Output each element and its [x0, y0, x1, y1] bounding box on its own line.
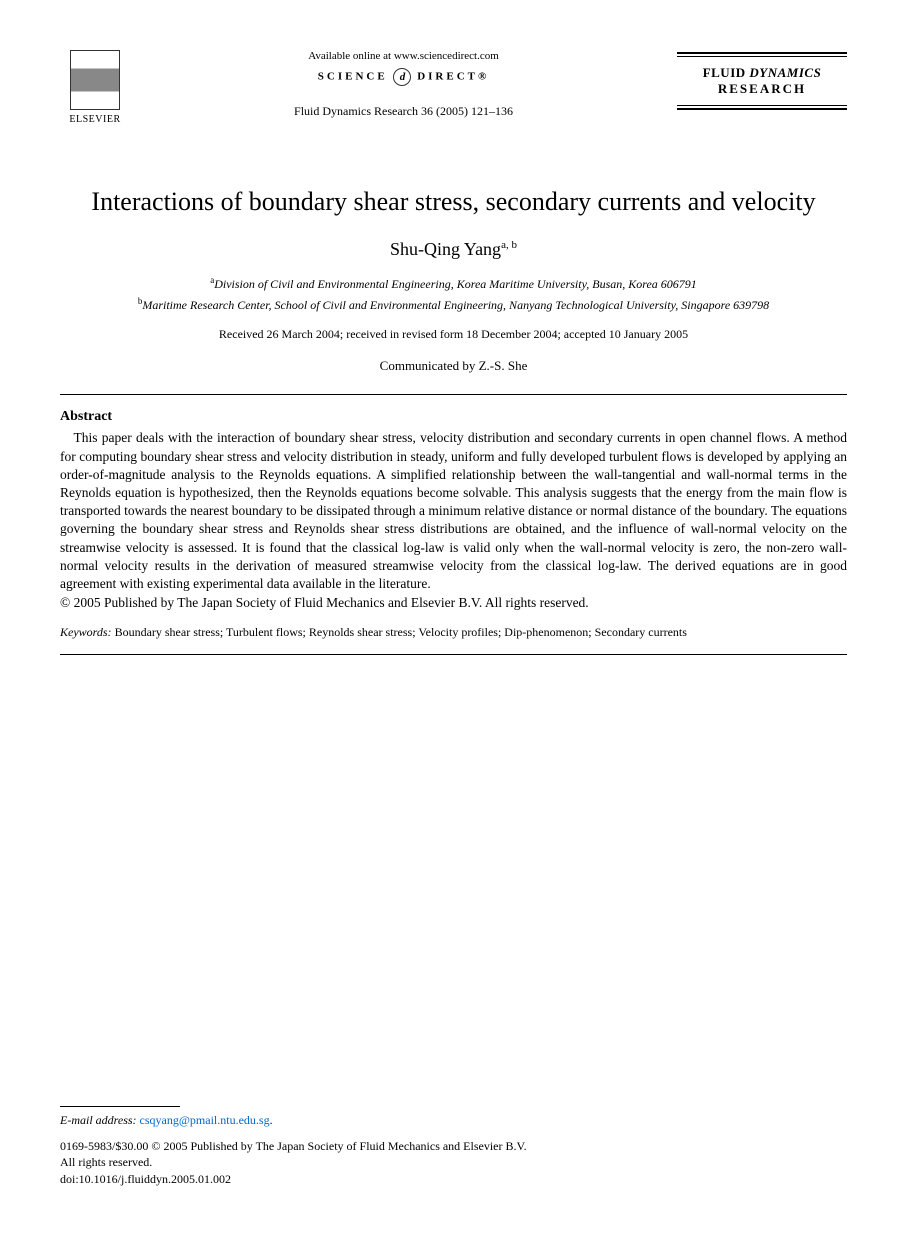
rule-top-1	[677, 52, 847, 54]
rule-bot-1	[677, 105, 847, 106]
keywords-line: Keywords: Boundary shear stress; Turbule…	[60, 625, 847, 640]
sd-at-icon: d	[393, 68, 411, 86]
rights-line: All rights reserved.	[60, 1154, 847, 1171]
affiliation-a: aDivision of Civil and Environmental Eng…	[60, 274, 847, 293]
sd-left: SCIENCE	[318, 71, 388, 83]
center-header: Available online at www.sciencedirect.co…	[130, 50, 677, 119]
available-online-text: Available online at www.sciencedirect.co…	[150, 50, 657, 62]
affiliation-b: bMaritime Research Center, School of Civ…	[60, 295, 847, 314]
rule-above-abstract	[60, 394, 847, 395]
rule-below-keywords	[60, 654, 847, 655]
footnote-rule	[60, 1106, 180, 1107]
rule-top-2	[677, 56, 847, 57]
email-link[interactable]: csqyang@pmail.ntu.edu.sg	[140, 1113, 270, 1127]
footer-block: E-mail address: csqyang@pmail.ntu.edu.sg…	[60, 1106, 847, 1188]
sd-right: DIRECT®	[417, 71, 489, 83]
article-title: Interactions of boundary shear stress, s…	[60, 185, 847, 219]
author-name: Shu-Qing Yanga, b	[60, 239, 847, 260]
header-row: ELSEVIER Available online at www.science…	[60, 50, 847, 125]
rule-bot-2	[677, 108, 847, 110]
keywords-text: Boundary shear stress; Turbulent flows; …	[115, 625, 687, 639]
communicated-by: Communicated by Z.-S. She	[60, 358, 847, 374]
abstract-copyright: © 2005 Published by The Japan Society of…	[60, 595, 847, 611]
journal-reference: Fluid Dynamics Research 36 (2005) 121–13…	[150, 104, 657, 119]
abstract-body: This paper deals with the interaction of…	[60, 429, 847, 593]
journal-name-line1: FLUID DYNAMICS	[677, 65, 847, 81]
footer-info: 0169-5983/$30.00 © 2005 Published by The…	[60, 1138, 847, 1188]
email-label: E-mail address:	[60, 1113, 137, 1127]
article-dates: Received 26 March 2004; received in revi…	[60, 327, 847, 342]
abstract-heading: Abstract	[60, 409, 847, 425]
elsevier-tree-icon	[70, 50, 120, 110]
author-affil-marks: a, b	[501, 239, 517, 251]
journal-name-line2: RESEARCH	[677, 81, 847, 97]
affil-text-b: Maritime Research Center, School of Civi…	[142, 298, 769, 312]
email-line: E-mail address: csqyang@pmail.ntu.edu.sg…	[60, 1113, 847, 1128]
sciencedirect-logo: SCIENCE d DIRECT®	[150, 68, 657, 86]
doi-line: doi:10.1016/j.fluiddyn.2005.01.002	[60, 1171, 847, 1188]
affil-text-a: Division of Civil and Environmental Engi…	[214, 277, 697, 291]
journal-title-box: FLUID DYNAMICS RESEARCH	[677, 50, 847, 112]
keywords-label: Keywords:	[60, 625, 112, 639]
publisher-logo: ELSEVIER	[60, 50, 130, 125]
journal-name-dynamics: DYNAMICS	[749, 65, 821, 80]
author-text: Shu-Qing Yang	[390, 239, 501, 259]
issn-line: 0169-5983/$30.00 © 2005 Published by The…	[60, 1138, 847, 1155]
journal-name-fluid: FLUID	[703, 65, 746, 80]
publisher-label: ELSEVIER	[60, 114, 130, 125]
